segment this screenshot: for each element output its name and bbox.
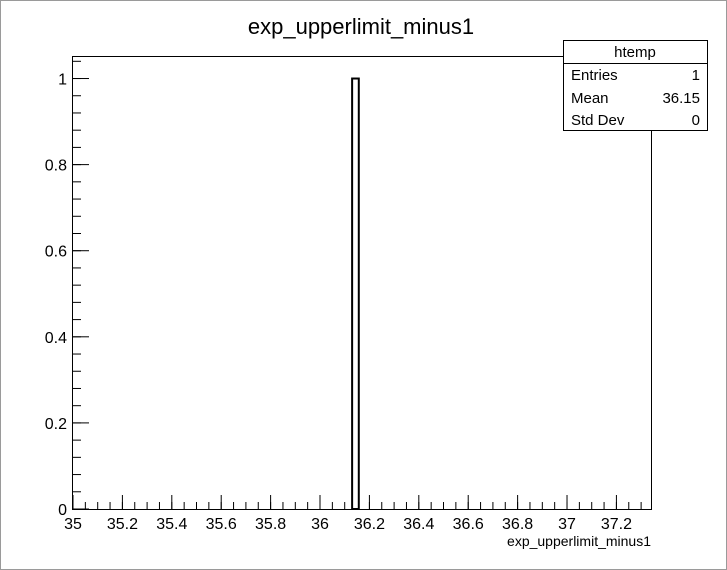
x-tick-label: 36.6 [453, 516, 484, 533]
stats-value-entries: 1 [692, 67, 700, 84]
plot-frame [72, 56, 652, 510]
x-tick-label: 35 [64, 516, 82, 533]
y-axis: 0 0.2 0.4 0.6 0.8 1 [45, 60, 89, 519]
y-tick-label: 0.8 [45, 158, 67, 175]
x-tick-label: 35.4 [156, 516, 187, 533]
stats-label-entries: Entries [571, 67, 618, 84]
x-axis-title: exp_upperlimit_minus1 [507, 533, 651, 549]
x-tick-label: 37 [558, 516, 576, 533]
stats-value-mean: 36.15 [662, 90, 700, 107]
x-axis: 35 35.2 35.4 35.6 35.8 36 36.2 36.4 36.6 36.8 37 37… [64, 495, 642, 533]
stats-box-name: htemp [614, 44, 656, 61]
y-tick-label: 0 [58, 502, 67, 519]
stats-value-std-dev: 0 [692, 112, 700, 129]
x-tick-label: 35.8 [255, 516, 286, 533]
stats-label-mean: Mean [571, 90, 609, 107]
stats-box[interactable]: htemp Entries 1 Mean 36.15 Std Dev 0 [563, 40, 708, 131]
chart-title: exp_upperlimit_minus1 [248, 14, 474, 39]
x-tick-label: 35.6 [206, 516, 237, 533]
y-tick-label: 0.6 [45, 244, 67, 261]
y-tick-label: 0.2 [45, 416, 67, 433]
x-tick-label: 36 [311, 516, 329, 533]
histogram-bars [351, 77, 360, 511]
x-tick-label: 36.4 [403, 516, 434, 533]
x-tick-label: 37.2 [601, 516, 632, 533]
stats-label-std-dev: Std Dev [571, 112, 625, 129]
y-tick-label: 0.4 [45, 330, 67, 347]
stats-box-frame [563, 40, 708, 131]
y-tick-label: 1 [58, 72, 67, 89]
x-tick-label: 36.2 [354, 516, 385, 533]
x-tick-label: 36.8 [502, 516, 533, 533]
histogram-bar [351, 77, 360, 511]
x-tick-label: 35.2 [107, 516, 138, 533]
